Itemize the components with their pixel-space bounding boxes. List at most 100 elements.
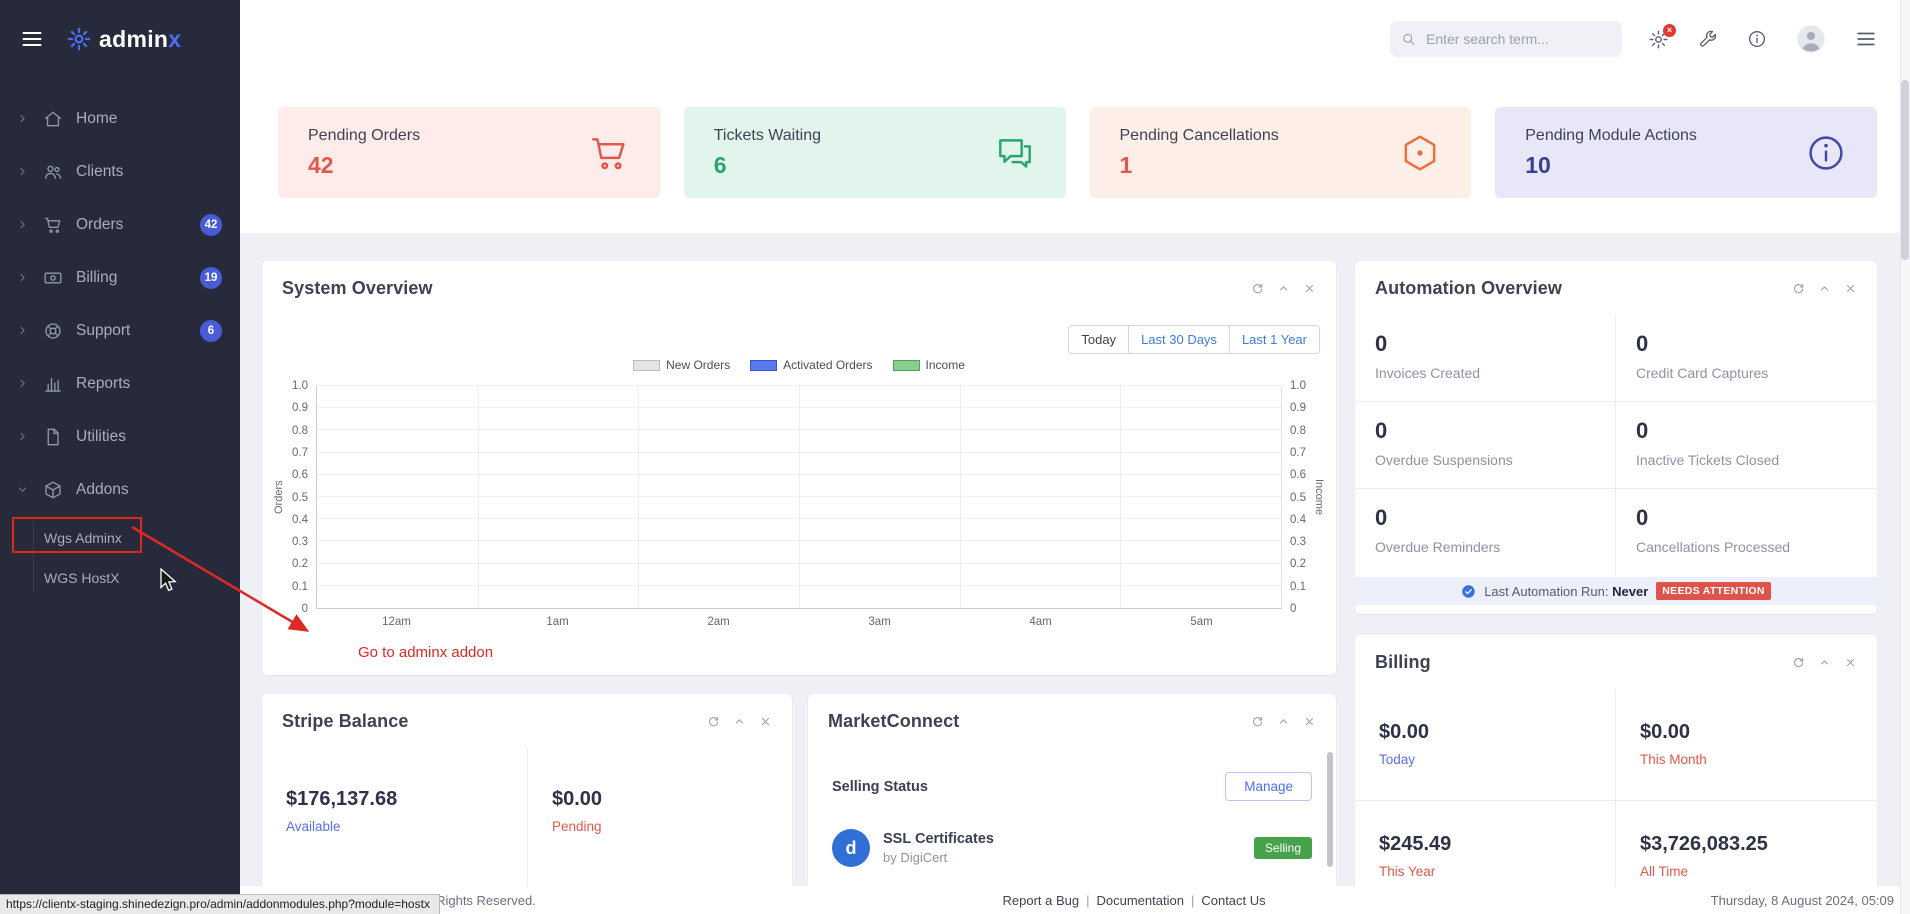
page-scrollbar[interactable]	[1900, 0, 1910, 914]
stripe-balance-panel: Stripe Balance $176,137.68 Available $0.00…	[262, 694, 792, 914]
account-button[interactable]	[1796, 24, 1826, 54]
range-button-today[interactable]: Today	[1069, 326, 1129, 353]
system-tools-button[interactable]	[1698, 29, 1718, 49]
system-overview-refresh-button[interactable]	[1251, 282, 1264, 295]
chart-legend: New Orders Activated Orders Income	[272, 358, 1326, 372]
sidebar-item-label: Utilities	[76, 427, 126, 445]
stat-card-tickets-waiting[interactable]: Tickets Waiting 6	[683, 107, 1066, 198]
sidebar-item-label: Home	[76, 109, 118, 127]
legend-swatch	[633, 359, 661, 371]
search-input[interactable]	[1390, 21, 1622, 57]
sidebar-item-support[interactable]: Support 6	[0, 304, 240, 357]
footer-link-contact-us[interactable]: Contact Us	[1201, 892, 1266, 908]
stat-value: 1	[1119, 151, 1133, 178]
wrench-icon	[1698, 29, 1718, 49]
range-button-last-1-year[interactable]: Last 1 Year	[1228, 326, 1319, 353]
sidebar-subitem-wgs-adminx[interactable]: Wgs Adminx	[44, 530, 122, 546]
stripe-balance-close-button[interactable]	[759, 715, 772, 728]
sidebar-item-clients[interactable]: Clients	[0, 145, 240, 198]
refresh-icon	[707, 715, 720, 728]
sidebar-item-billing[interactable]: Billing 19	[0, 251, 240, 304]
needs-attention-badge: NEEDS ATTENTION	[1656, 582, 1771, 600]
chevron-right-icon	[16, 271, 30, 284]
marketconnect-collapse-button[interactable]	[1277, 715, 1290, 728]
help-button[interactable]	[1747, 29, 1767, 49]
topbar: ×	[278, 0, 1877, 78]
sidebar-toggle-button[interactable]	[20, 27, 44, 51]
range-button-last-30-days[interactable]: Last 30 Days	[1128, 326, 1229, 353]
billing-refresh-button[interactable]	[1792, 656, 1805, 669]
sidebar-submenu: Wgs Adminx WGS HostX	[0, 516, 240, 604]
chevron-down-icon	[16, 483, 30, 496]
billing-close-button[interactable]	[1844, 656, 1857, 669]
right-menu-button[interactable]	[1855, 28, 1877, 50]
chat-icon	[994, 132, 1036, 174]
panel-title: Stripe Balance	[282, 710, 409, 731]
footer-link-report-a-bug[interactable]: Report a Bug	[1002, 892, 1080, 908]
system-overview-collapse-button[interactable]	[1277, 282, 1290, 295]
hexagon-icon	[1399, 132, 1441, 174]
stat-label: Pending Orders	[308, 126, 421, 144]
footer-links: Report a Bug | Documentation | Contact Us	[1003, 893, 1266, 908]
stat-label: Tickets Waiting	[713, 126, 822, 144]
brand-name: admin	[99, 25, 169, 52]
scrollbar-thumb[interactable]	[1901, 80, 1909, 260]
refresh-icon	[1251, 282, 1264, 295]
automation-cell-overdue-reminders: 0 Overdue Reminders	[1355, 489, 1616, 576]
brand-logo[interactable]: admin x	[66, 26, 181, 53]
annotation-label: Go to adminx addon	[358, 644, 494, 661]
sidebar-nav: Home Clients Orders 42 Billing 19 Support 6 Repo…	[0, 78, 240, 604]
stat-card-pending-module-actions[interactable]: Pending Module Actions 10	[1495, 107, 1877, 198]
selling-status-heading: Selling Status	[832, 778, 928, 795]
automation-overview-refresh-button[interactable]	[1792, 282, 1805, 295]
marketconnect-close-button[interactable]	[1303, 715, 1316, 728]
brand-suffix: x	[168, 25, 182, 52]
stripe-cell-pending: $0.00 Pending	[527, 748, 792, 914]
right-column: Automation Overview 0 Invoices Created 0 Cr…	[1355, 261, 1877, 914]
system-overview-close-button[interactable]	[1303, 282, 1316, 295]
automation-overview-collapse-button[interactable]	[1818, 282, 1831, 295]
settings-button[interactable]: ×	[1648, 23, 1676, 50]
stripe-balance-collapse-button[interactable]	[733, 715, 746, 728]
stat-value: 42	[308, 151, 334, 178]
sidebar-badge: 42	[200, 213, 222, 236]
panel-scrollbar[interactable]	[1327, 752, 1333, 867]
automation-overview-panel: Automation Overview 0 Invoices Created 0 Cr…	[1355, 261, 1877, 614]
close-icon	[1844, 656, 1857, 669]
stat-card-pending-cancellations[interactable]: Pending Cancellations 1	[1089, 107, 1472, 198]
legend-item-new-orders[interactable]: New Orders	[633, 358, 730, 372]
footer: Copyright © WHMCS 2024. All Rights Reser…	[240, 886, 1910, 914]
y-axis-label-left: Orders	[273, 480, 285, 515]
plot-area	[316, 385, 1282, 609]
close-icon	[1303, 282, 1316, 295]
panel-tools	[1792, 282, 1857, 295]
system-overview-panel: System Overview Today Last 30 Days Last 1 …	[262, 261, 1336, 675]
search-box	[1390, 21, 1622, 57]
chevron-right-icon	[16, 218, 30, 231]
automation-overview-close-button[interactable]	[1844, 282, 1857, 295]
cart-icon	[43, 215, 63, 235]
manage-button[interactable]: Manage	[1225, 772, 1312, 801]
panel-tools	[1251, 282, 1316, 295]
footer-link-documentation[interactable]: Documentation	[1096, 892, 1184, 908]
footer-datetime: Thursday, 8 August 2024, 05:09	[1710, 892, 1894, 908]
marketconnect-item-ssl-certificates[interactable]: d SSL Certificates by DigiCert Selling	[832, 829, 1312, 867]
sidebar-item-utilities[interactable]: Utilities	[0, 410, 240, 463]
sidebar-subitem-wgs-hostx[interactable]: WGS HostX	[44, 570, 120, 586]
legend-item-income[interactable]: Income	[892, 358, 965, 372]
billing-collapse-button[interactable]	[1818, 656, 1831, 669]
stripe-balance-refresh-button[interactable]	[707, 715, 720, 728]
collapse-icon	[1277, 715, 1290, 728]
sidebar-item-orders[interactable]: Orders 42	[0, 198, 240, 251]
marketconnect-refresh-button[interactable]	[1251, 715, 1264, 728]
separator: |	[1190, 892, 1195, 908]
automation-cell-cancellations-processed: 0 Cancellations Processed	[1636, 505, 1791, 555]
sidebar-item-home[interactable]: Home	[0, 92, 240, 145]
marketconnect-panel: MarketConnect Selling Status Manage d SSL…	[808, 694, 1336, 914]
legend-item-activated-orders[interactable]: Activated Orders	[750, 358, 873, 372]
sidebar-item-addons[interactable]: Addons	[0, 463, 240, 516]
stat-card-pending-orders[interactable]: Pending Orders 42	[278, 107, 660, 198]
sidebar-item-reports[interactable]: Reports	[0, 357, 240, 410]
automation-cell-invoices-created: 0 Invoices Created	[1355, 315, 1616, 402]
